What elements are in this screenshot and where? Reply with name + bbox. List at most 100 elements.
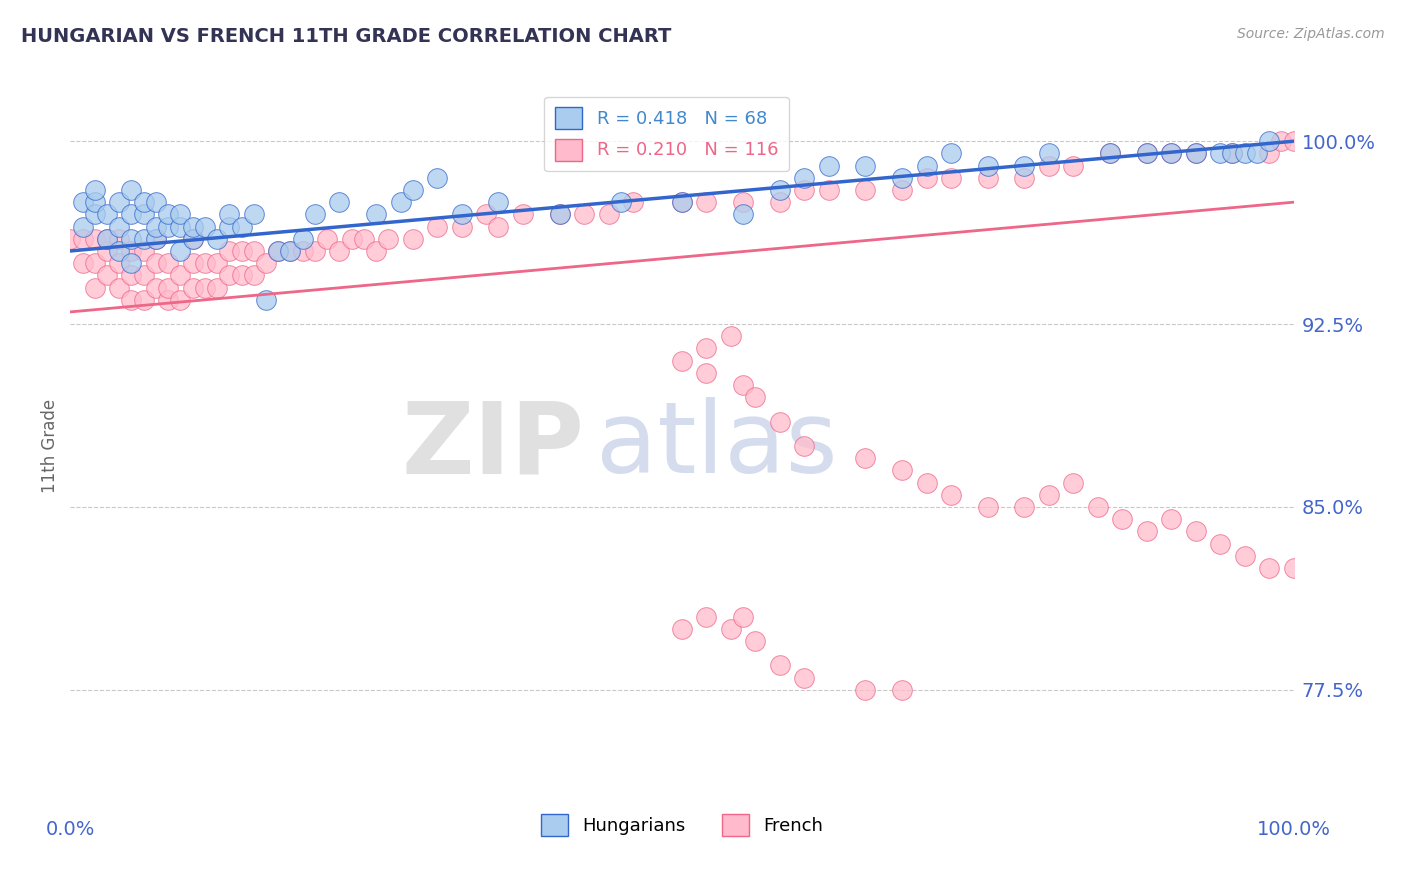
Point [1038, 488, 1060, 502]
Point [280, 244, 302, 258]
Point [1258, 146, 1281, 161]
Point [169, 293, 191, 307]
Point [108, 256, 131, 270]
Point [548, 207, 571, 221]
Point [1062, 475, 1084, 490]
Point [132, 244, 155, 258]
Point [169, 219, 191, 234]
Point [769, 195, 792, 210]
Point [939, 146, 962, 161]
Point [598, 207, 620, 221]
Text: HUNGARIAN VS FRENCH 11TH GRADE CORRELATION CHART: HUNGARIAN VS FRENCH 11TH GRADE CORRELATI… [21, 27, 672, 45]
Point [695, 609, 717, 624]
Point [1087, 500, 1109, 514]
Point [1136, 146, 1159, 161]
Point [280, 244, 302, 258]
Point [1282, 134, 1305, 148]
Point [1209, 146, 1232, 161]
Point [377, 232, 399, 246]
Point [1014, 500, 1036, 514]
Point [121, 207, 143, 221]
Point [316, 232, 339, 246]
Point [733, 378, 755, 392]
Point [254, 293, 277, 307]
Point [1184, 146, 1206, 161]
Point [793, 183, 815, 197]
Point [915, 475, 938, 490]
Point [108, 232, 131, 246]
Point [426, 219, 449, 234]
Point [145, 280, 167, 294]
Point [181, 219, 204, 234]
Point [488, 219, 510, 234]
Point [1270, 134, 1292, 148]
Point [1099, 146, 1122, 161]
Point [475, 207, 498, 221]
Point [793, 671, 815, 685]
Point [769, 658, 792, 673]
Point [366, 244, 388, 258]
Point [83, 280, 105, 294]
Point [145, 195, 167, 210]
Point [855, 682, 877, 697]
Point [1014, 170, 1036, 185]
Text: atlas: atlas [596, 398, 838, 494]
Point [83, 207, 105, 221]
Point [231, 268, 253, 283]
Point [218, 207, 240, 221]
Point [1246, 146, 1268, 161]
Point [96, 232, 118, 246]
Point [181, 232, 204, 246]
Point [720, 622, 742, 636]
Point [108, 219, 131, 234]
Point [389, 195, 412, 210]
Point [1099, 146, 1122, 161]
Point [1220, 146, 1243, 161]
Point [267, 244, 290, 258]
Point [96, 207, 118, 221]
Point [1160, 512, 1182, 526]
Point [145, 219, 167, 234]
Text: Source: ZipAtlas.com: Source: ZipAtlas.com [1237, 27, 1385, 41]
Point [976, 170, 998, 185]
Point [83, 195, 105, 210]
Point [769, 415, 792, 429]
Point [145, 232, 167, 246]
Point [205, 280, 228, 294]
Point [121, 268, 143, 283]
Point [72, 256, 94, 270]
Point [72, 232, 94, 246]
Point [254, 256, 277, 270]
Point [671, 195, 693, 210]
Point [157, 207, 180, 221]
Point [304, 244, 326, 258]
Point [291, 244, 314, 258]
Point [915, 159, 938, 173]
Text: ZIP: ZIP [401, 398, 583, 494]
Point [145, 256, 167, 270]
Point [108, 195, 131, 210]
Point [733, 609, 755, 624]
Point [132, 268, 155, 283]
Point [855, 451, 877, 466]
Point [243, 268, 266, 283]
Y-axis label: 11th Grade: 11th Grade [41, 399, 59, 493]
Point [169, 244, 191, 258]
Point [231, 244, 253, 258]
Point [1233, 146, 1256, 161]
Point [671, 195, 693, 210]
Point [328, 195, 350, 210]
Point [243, 244, 266, 258]
Point [121, 232, 143, 246]
Point [304, 207, 326, 221]
Point [976, 159, 998, 173]
Point [181, 280, 204, 294]
Point [915, 170, 938, 185]
Point [1160, 146, 1182, 161]
Point [1220, 146, 1243, 161]
Point [769, 183, 792, 197]
Point [218, 268, 240, 283]
Point [817, 183, 839, 197]
Point [610, 195, 633, 210]
Point [353, 232, 375, 246]
